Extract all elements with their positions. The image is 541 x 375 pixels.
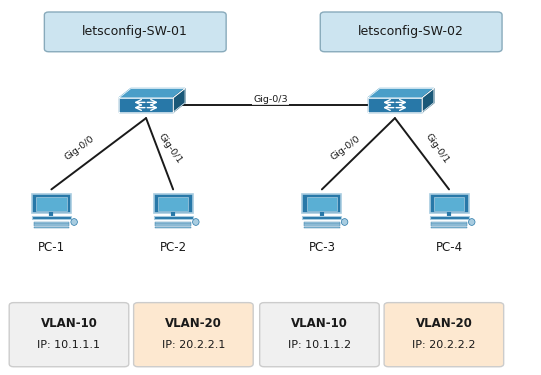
Text: VLAN-10: VLAN-10 [41,317,97,330]
Text: VLAN-20: VLAN-20 [165,317,222,330]
FancyBboxPatch shape [302,216,341,219]
FancyBboxPatch shape [32,194,71,213]
FancyBboxPatch shape [434,197,464,211]
FancyBboxPatch shape [36,197,67,211]
Polygon shape [119,98,173,112]
FancyBboxPatch shape [155,224,191,226]
Text: Gig-0/0: Gig-0/0 [64,134,96,162]
FancyBboxPatch shape [158,197,188,211]
Polygon shape [368,88,434,98]
Text: PC-2: PC-2 [160,241,187,254]
FancyBboxPatch shape [431,224,467,226]
FancyBboxPatch shape [44,12,226,52]
FancyBboxPatch shape [304,222,340,224]
FancyBboxPatch shape [34,222,69,224]
FancyBboxPatch shape [34,226,69,228]
Text: VLAN-10: VLAN-10 [291,317,348,330]
FancyBboxPatch shape [304,226,340,228]
Text: VLAN-20: VLAN-20 [415,317,472,330]
FancyBboxPatch shape [320,12,502,52]
Text: letsconfig-SW-01: letsconfig-SW-01 [82,26,188,38]
FancyBboxPatch shape [134,303,253,367]
Text: IP: 10.1.1.1: IP: 10.1.1.1 [37,340,101,350]
Ellipse shape [71,219,77,225]
Text: IP: 20.2.2.2: IP: 20.2.2.2 [412,340,476,350]
Text: Gig-0/1: Gig-0/1 [424,131,451,165]
FancyBboxPatch shape [154,194,193,213]
Polygon shape [173,88,185,112]
FancyBboxPatch shape [260,303,379,367]
FancyBboxPatch shape [431,222,467,224]
FancyBboxPatch shape [430,216,469,219]
Ellipse shape [193,219,199,225]
FancyBboxPatch shape [430,194,469,213]
FancyBboxPatch shape [304,224,340,226]
Text: PC-1: PC-1 [38,241,65,254]
FancyBboxPatch shape [155,222,191,224]
Polygon shape [422,88,434,112]
FancyBboxPatch shape [9,303,129,367]
FancyBboxPatch shape [307,197,337,211]
FancyBboxPatch shape [384,303,504,367]
Text: PC-3: PC-3 [308,241,335,254]
Text: Gig-0/3: Gig-0/3 [253,95,288,104]
FancyBboxPatch shape [155,226,191,228]
FancyBboxPatch shape [302,194,341,213]
Text: PC-4: PC-4 [436,241,463,254]
FancyBboxPatch shape [154,216,193,219]
Text: Gig-0/1: Gig-0/1 [157,131,184,165]
Text: IP: 10.1.1.2: IP: 10.1.1.2 [288,340,351,350]
Text: Gig-0/0: Gig-0/0 [329,134,361,162]
FancyBboxPatch shape [431,226,467,228]
Text: IP: 20.2.2.1: IP: 20.2.2.1 [162,340,225,350]
FancyBboxPatch shape [34,224,69,226]
FancyBboxPatch shape [32,216,71,219]
Text: letsconfig-SW-02: letsconfig-SW-02 [358,26,464,38]
Ellipse shape [341,219,348,225]
Ellipse shape [469,219,475,225]
Polygon shape [368,98,422,112]
Polygon shape [119,88,185,98]
